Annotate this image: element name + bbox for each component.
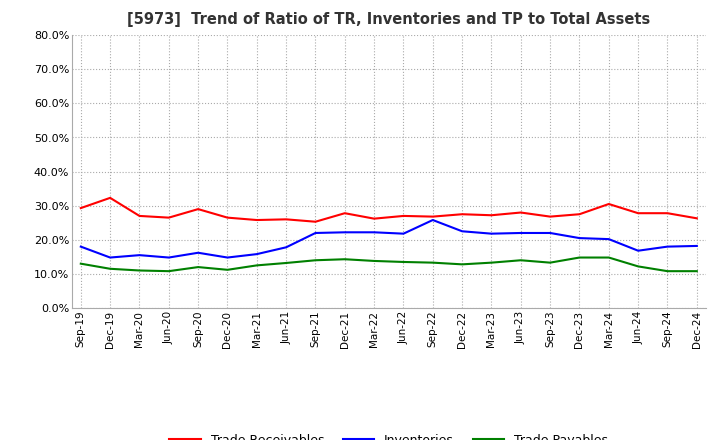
Trade Payables <box>575 255 584 260</box>
Trade Receivables <box>282 216 290 222</box>
Legend: Trade Receivables, Inventories, Trade Payables: Trade Receivables, Inventories, Trade Pa… <box>164 429 613 440</box>
Inventories <box>223 255 232 260</box>
Inventories <box>311 230 320 235</box>
Inventories <box>458 229 467 234</box>
Trade Receivables <box>106 195 114 201</box>
Line: Inventories: Inventories <box>81 220 697 257</box>
Trade Receivables <box>428 214 437 219</box>
Trade Payables <box>546 260 554 265</box>
Inventories <box>487 231 496 236</box>
Inventories <box>663 244 672 249</box>
Trade Receivables <box>370 216 379 221</box>
Inventories <box>194 250 202 255</box>
Trade Receivables <box>253 217 261 223</box>
Inventories <box>693 243 701 249</box>
Trade Receivables <box>135 213 144 219</box>
Line: Trade Receivables: Trade Receivables <box>81 198 697 222</box>
Trade Payables <box>135 268 144 273</box>
Inventories <box>282 245 290 250</box>
Inventories <box>546 230 554 235</box>
Trade Payables <box>253 263 261 268</box>
Inventories <box>516 230 525 235</box>
Inventories <box>253 252 261 257</box>
Inventories <box>135 253 144 258</box>
Trade Payables <box>605 255 613 260</box>
Trade Payables <box>282 260 290 266</box>
Trade Payables <box>663 268 672 274</box>
Trade Payables <box>458 262 467 267</box>
Inventories <box>76 244 85 249</box>
Inventories <box>164 255 173 260</box>
Inventories <box>106 255 114 260</box>
Trade Receivables <box>399 213 408 219</box>
Trade Receivables <box>223 215 232 220</box>
Trade Receivables <box>311 219 320 224</box>
Inventories <box>370 230 379 235</box>
Trade Receivables <box>693 216 701 221</box>
Trade Payables <box>370 258 379 264</box>
Trade Receivables <box>634 211 642 216</box>
Trade Receivables <box>487 213 496 218</box>
Line: Trade Payables: Trade Payables <box>81 257 697 271</box>
Trade Payables <box>693 268 701 274</box>
Inventories <box>341 230 349 235</box>
Inventories <box>605 236 613 242</box>
Trade Payables <box>516 258 525 263</box>
Trade Receivables <box>194 206 202 212</box>
Title: [5973]  Trend of Ratio of TR, Inventories and TP to Total Assets: [5973] Trend of Ratio of TR, Inventories… <box>127 12 650 27</box>
Trade Payables <box>311 258 320 263</box>
Inventories <box>575 235 584 241</box>
Trade Payables <box>634 264 642 269</box>
Inventories <box>634 248 642 253</box>
Trade Payables <box>194 264 202 270</box>
Trade Receivables <box>546 214 554 219</box>
Inventories <box>399 231 408 236</box>
Trade Payables <box>76 261 85 266</box>
Trade Receivables <box>164 215 173 220</box>
Trade Payables <box>399 259 408 264</box>
Trade Receivables <box>458 212 467 217</box>
Trade Receivables <box>575 212 584 217</box>
Trade Payables <box>164 268 173 274</box>
Trade Payables <box>487 260 496 265</box>
Trade Receivables <box>663 211 672 216</box>
Trade Receivables <box>76 205 85 211</box>
Trade Payables <box>106 266 114 271</box>
Trade Receivables <box>516 210 525 215</box>
Trade Payables <box>341 257 349 262</box>
Inventories <box>428 217 437 223</box>
Trade Receivables <box>605 202 613 207</box>
Trade Receivables <box>341 211 349 216</box>
Trade Payables <box>223 267 232 272</box>
Trade Payables <box>428 260 437 265</box>
